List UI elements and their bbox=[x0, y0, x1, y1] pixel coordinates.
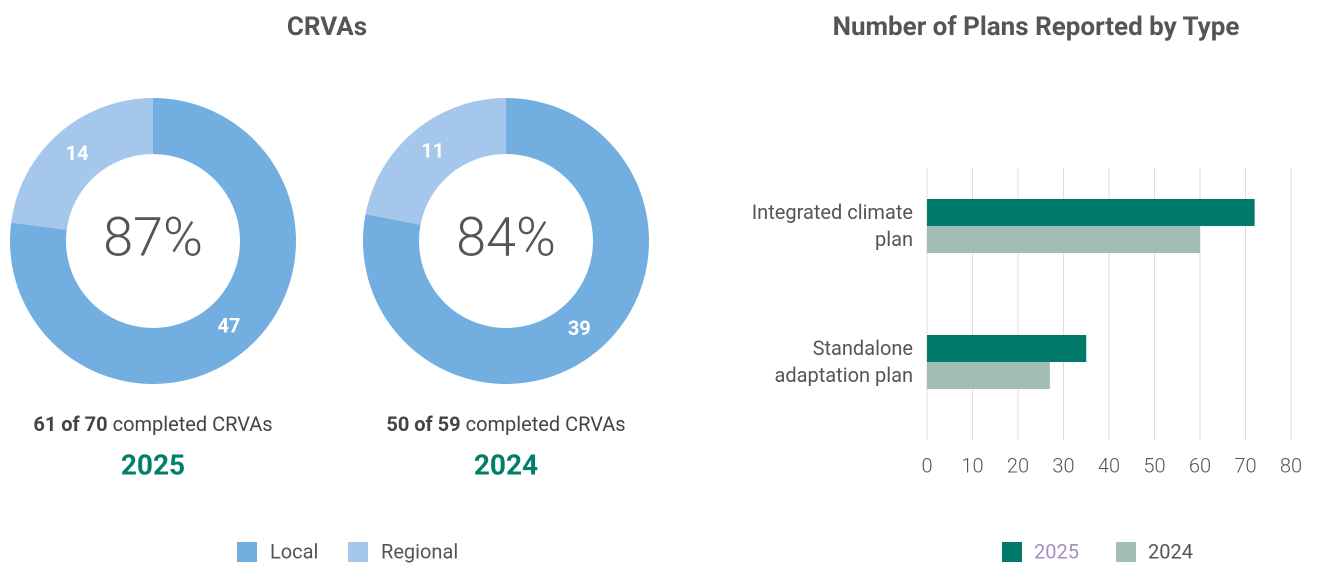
x-tick-label: 80 bbox=[1280, 453, 1302, 477]
caption: 61 of 70 completed CRVAs bbox=[33, 412, 272, 436]
center-label: 87% bbox=[103, 206, 203, 269]
year-label: 2024 bbox=[474, 448, 538, 481]
bar bbox=[927, 226, 1200, 253]
caption-bold: 61 of 70 bbox=[33, 412, 107, 436]
caption-bold: 50 of 59 bbox=[386, 412, 460, 436]
legend-swatch bbox=[237, 542, 257, 562]
legend-swatch bbox=[1002, 542, 1022, 562]
bar bbox=[927, 335, 1087, 362]
legend-label: Regional bbox=[381, 539, 458, 563]
year-label: 2025 bbox=[121, 448, 185, 481]
slice-label: 39 bbox=[568, 316, 591, 340]
slice-label: 47 bbox=[217, 314, 240, 338]
chart-title: Number of Plans Reported by Type bbox=[833, 12, 1240, 42]
legend-label: 2024 bbox=[1148, 539, 1193, 563]
y-tick-label: Standalone adaptation plan bbox=[774, 336, 913, 387]
slice-label: 11 bbox=[421, 139, 444, 163]
bar bbox=[927, 199, 1255, 226]
legend-swatch bbox=[1116, 542, 1136, 562]
donut-slice bbox=[10, 98, 296, 384]
caption-text: completed CRVAs bbox=[461, 412, 626, 436]
x-tick-label: 30 bbox=[1052, 453, 1074, 477]
x-tick-label: 10 bbox=[961, 453, 983, 477]
caption: 50 of 59 completed CRVAs bbox=[386, 412, 625, 436]
legend-swatch bbox=[348, 542, 368, 562]
slice-label: 14 bbox=[66, 141, 89, 165]
legend-label: 2025 bbox=[1034, 539, 1079, 563]
caption-text: completed CRVAs bbox=[108, 412, 273, 436]
donut-slice bbox=[365, 97, 506, 225]
x-tick-label: 60 bbox=[1189, 453, 1211, 477]
y-tick-label: Integrated climate plan bbox=[751, 200, 913, 251]
x-tick-label: 20 bbox=[1007, 453, 1029, 477]
x-tick-label: 70 bbox=[1234, 453, 1256, 477]
legend-label: Local bbox=[270, 539, 318, 563]
bar bbox=[927, 362, 1050, 389]
chart-title: CRVAs bbox=[287, 12, 367, 42]
x-tick-label: 40 bbox=[1098, 453, 1120, 477]
x-tick-label: 50 bbox=[1143, 453, 1165, 477]
donut-slice bbox=[11, 98, 154, 230]
donut-slice bbox=[363, 98, 649, 385]
center-label: 84% bbox=[456, 206, 556, 269]
x-tick-label: 0 bbox=[921, 453, 932, 477]
